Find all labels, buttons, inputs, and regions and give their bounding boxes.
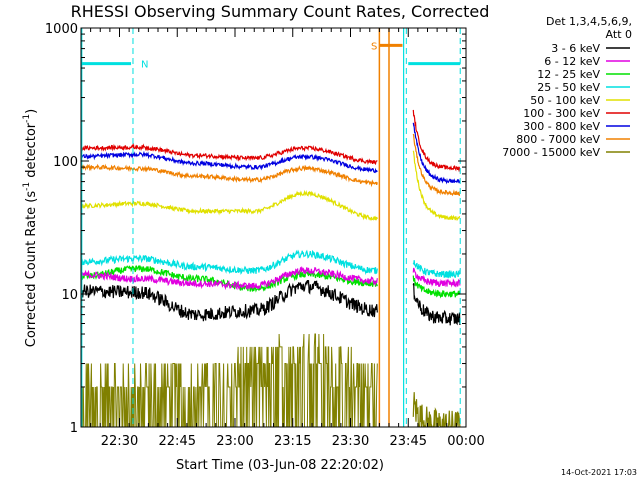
x-tick-label: 23:15 [274, 434, 311, 449]
legend-entry-label: 3 - 6 keV [551, 42, 600, 55]
series-line-pre [81, 249, 378, 276]
series-line-pre [81, 143, 378, 166]
series-line-pre [81, 189, 378, 222]
series-line-pre [81, 150, 378, 174]
y-axis-label: Corrected Count Rate (s-1 detector-1) [22, 109, 39, 347]
legend-entry-label: 50 - 100 keV [530, 94, 600, 107]
series-line-pre [81, 333, 378, 427]
legend-entry-label: 7000 - 15000 keV [502, 146, 600, 159]
series-3to6keV [81, 280, 461, 326]
series-line-post [412, 122, 461, 185]
series-800to7000keV [81, 133, 461, 197]
x-tick-label: 22:45 [159, 434, 196, 449]
legend-entry-label: 300 - 800 keV [523, 120, 600, 133]
chart-title: RHESSI Observing Summary Count Rates, Co… [71, 2, 490, 21]
x-tick-label: 00:00 [447, 434, 484, 449]
series-line-post [412, 283, 461, 326]
flag-layer [81, 28, 461, 427]
x-tick-label: 23:00 [216, 434, 253, 449]
y-tick-label: 1000 [45, 22, 78, 37]
x-tick-label: 23:45 [390, 434, 427, 449]
series-line-post [412, 392, 461, 427]
legend-entry-label: 6 - 12 keV [544, 55, 600, 68]
series-50to100keV [81, 150, 461, 222]
footer-date: 14-Oct-2021 17:03 [561, 468, 637, 477]
flag-label-n: N [141, 60, 148, 71]
series-6to12keV [81, 266, 461, 291]
series-300to800keV [81, 122, 461, 185]
legend-header: Att 0 [606, 28, 632, 41]
series-layer [81, 109, 461, 427]
series-line-pre [81, 280, 378, 322]
series-25to50keV [81, 249, 461, 279]
series-line-post [412, 275, 461, 299]
series-line-pre [81, 163, 378, 188]
series-line-post [412, 109, 461, 173]
legend-entry-label: 100 - 300 keV [523, 107, 600, 120]
series-line-pre [81, 266, 378, 291]
legend-entry-label: 25 - 50 keV [537, 81, 600, 94]
flag-label-s: S [371, 41, 377, 52]
legend-entry-label: 12 - 25 keV [537, 68, 600, 81]
x-tick-label: 23:30 [332, 434, 369, 449]
series-line-post [412, 150, 461, 221]
y-tick-label: 10 [61, 288, 78, 303]
x-axis-label: Start Time (03-Jun-08 22:20:02) [176, 458, 384, 473]
legend-header: Det 1,3,4,5,6,9, [546, 15, 632, 28]
x-axis: 22:30 22:45 23:00 23:15 23:30 23:45 00:00 [80, 28, 485, 449]
y-tick-label: 1 [70, 421, 78, 436]
series-100to300keV [81, 109, 461, 173]
legend-entry-label: 800 - 7000 keV [516, 133, 600, 146]
series-line-post [412, 267, 461, 288]
y-axis: 1 10 100 1000 [45, 22, 466, 436]
series-line-post [412, 260, 461, 279]
x-tick-label: 22:30 [101, 434, 138, 449]
series-7000to15000keV [81, 333, 461, 427]
series-line-post [412, 133, 461, 197]
y-tick-label: 100 [53, 155, 78, 170]
